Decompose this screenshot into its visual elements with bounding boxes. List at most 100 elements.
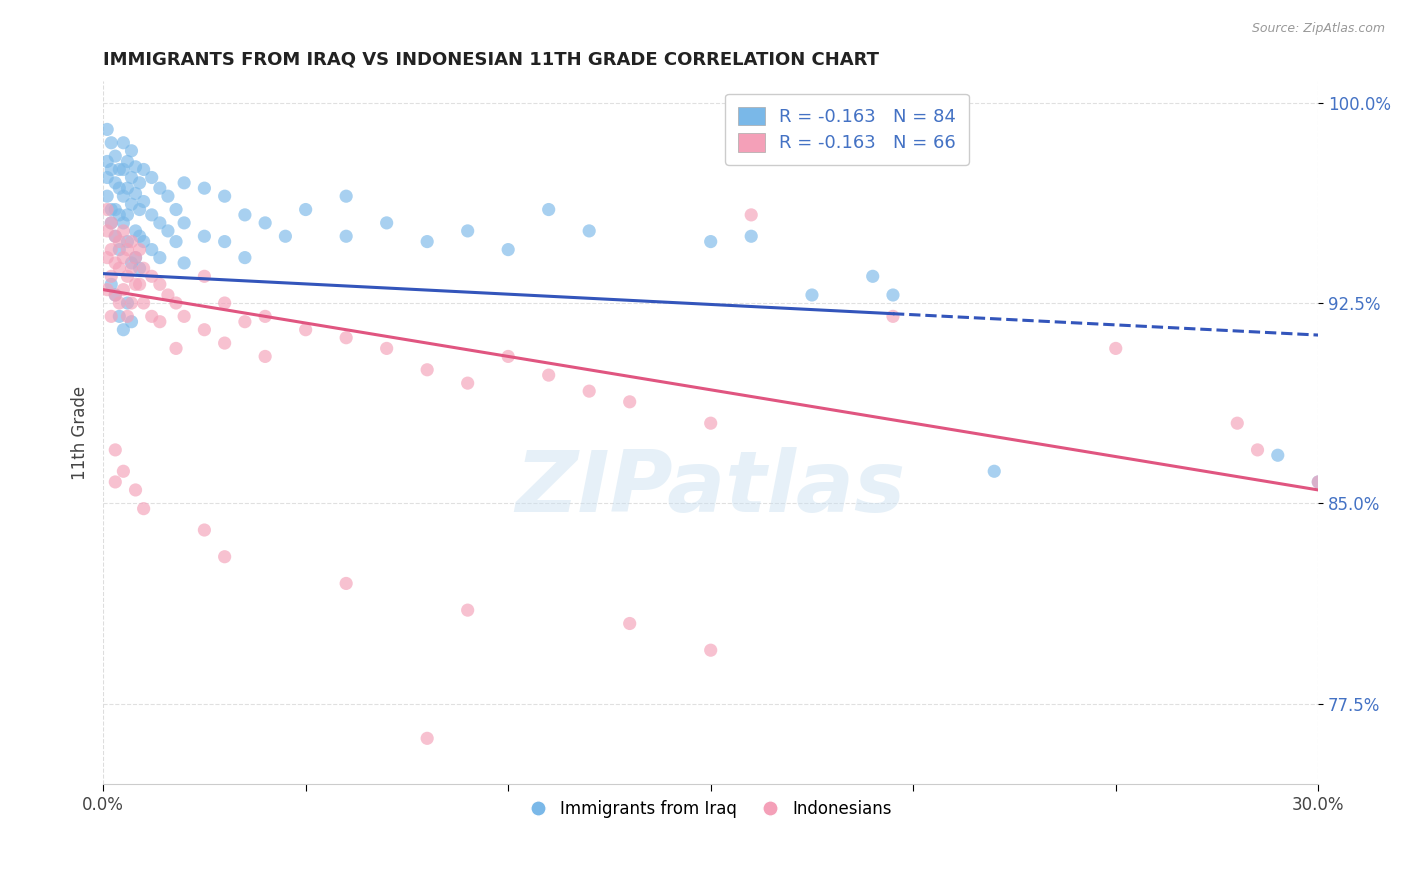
Point: [128, 277, 150, 292]
Point: [132, 261, 155, 276]
Point: [112, 323, 135, 337]
Point: [578, 224, 600, 238]
Point: [699, 235, 721, 249]
Point: [96, 189, 118, 203]
Legend: Immigrants from Iraq, Indonesians: Immigrants from Iraq, Indonesians: [523, 793, 898, 824]
Point: [416, 235, 439, 249]
Point: [96, 122, 118, 136]
Point: [214, 296, 236, 310]
Point: [104, 202, 127, 217]
Point: [117, 235, 139, 249]
Point: [1226, 416, 1249, 430]
Point: [335, 576, 357, 591]
Point: [112, 283, 135, 297]
Point: [274, 229, 297, 244]
Point: [112, 136, 135, 150]
Point: [335, 229, 357, 244]
Point: [165, 202, 187, 217]
Point: [100, 162, 122, 177]
Point: [104, 256, 127, 270]
Point: [233, 315, 256, 329]
Point: [141, 170, 163, 185]
Point: [121, 197, 143, 211]
Point: [108, 162, 131, 177]
Point: [335, 331, 357, 345]
Point: [375, 216, 398, 230]
Point: [699, 416, 721, 430]
Point: [699, 643, 721, 657]
Point: [173, 216, 195, 230]
Point: [112, 464, 135, 478]
Point: [96, 251, 118, 265]
Point: [254, 310, 277, 324]
Point: [457, 224, 479, 238]
Point: [141, 310, 163, 324]
Point: [233, 251, 256, 265]
Point: [132, 501, 155, 516]
Point: [416, 363, 439, 377]
Point: [104, 475, 127, 489]
Point: [149, 181, 172, 195]
Point: [128, 202, 150, 217]
Point: [193, 181, 215, 195]
Text: Source: ZipAtlas.com: Source: ZipAtlas.com: [1251, 22, 1385, 36]
Point: [193, 269, 215, 284]
Point: [132, 194, 155, 209]
Point: [96, 283, 118, 297]
Point: [496, 243, 519, 257]
Point: [165, 235, 187, 249]
Point: [457, 603, 479, 617]
Point: [173, 310, 195, 324]
Point: [121, 315, 143, 329]
Point: [141, 243, 163, 257]
Point: [156, 189, 179, 203]
Point: [112, 189, 135, 203]
Text: ZIPatlas: ZIPatlas: [516, 447, 905, 530]
Point: [108, 243, 131, 257]
Point: [128, 243, 150, 257]
Y-axis label: 11th Grade: 11th Grade: [72, 385, 89, 480]
Point: [294, 323, 316, 337]
Point: [882, 310, 904, 324]
Point: [496, 350, 519, 364]
Point: [132, 162, 155, 177]
Point: [108, 208, 131, 222]
Point: [104, 176, 127, 190]
Point: [740, 229, 762, 244]
Point: [104, 229, 127, 244]
Point: [117, 243, 139, 257]
Point: [100, 310, 122, 324]
Point: [124, 160, 146, 174]
Point: [117, 296, 139, 310]
Point: [121, 261, 143, 276]
Point: [124, 251, 146, 265]
Point: [141, 208, 163, 222]
Point: [254, 216, 277, 230]
Point: [128, 176, 150, 190]
Point: [108, 296, 131, 310]
Point: [112, 843, 135, 857]
Point: [100, 269, 122, 284]
Point: [100, 136, 122, 150]
Point: [1267, 448, 1289, 462]
Point: [156, 288, 179, 302]
Point: [132, 296, 155, 310]
Point: [128, 229, 150, 244]
Point: [1105, 342, 1128, 356]
Point: [149, 251, 172, 265]
Point: [117, 154, 139, 169]
Point: [193, 229, 215, 244]
Point: [104, 149, 127, 163]
Point: [882, 288, 904, 302]
Point: [124, 186, 146, 201]
Point: [156, 224, 179, 238]
Point: [96, 170, 118, 185]
Point: [193, 523, 215, 537]
Point: [862, 269, 884, 284]
Point: [112, 162, 135, 177]
Point: [416, 731, 439, 746]
Point: [117, 269, 139, 284]
Point: [117, 208, 139, 222]
Point: [108, 310, 131, 324]
Point: [96, 154, 118, 169]
